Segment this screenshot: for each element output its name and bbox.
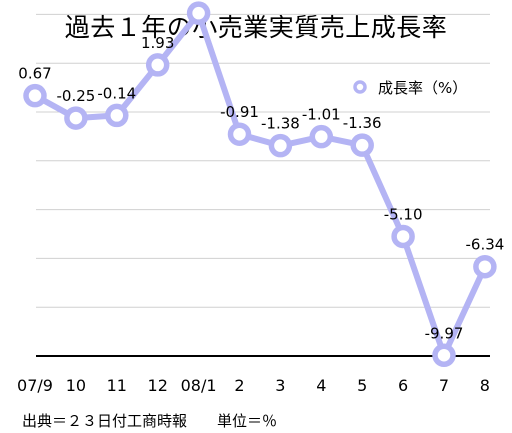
data-point: [186, 1, 211, 25]
series-line: [32, 10, 488, 359]
data-label: -1.01: [302, 106, 341, 124]
x-tick-label: 2: [234, 376, 244, 395]
series-line-group: [23, 1, 497, 368]
x-tick-label: 4: [316, 376, 326, 395]
data-label-group: 0.67-0.25-0.141.934.05-0.91-1.38-1.01-1.…: [18, 0, 504, 342]
data-label: -0.14: [97, 84, 136, 102]
x-tick-label: 11: [107, 376, 127, 395]
x-tick-label: 7: [439, 376, 449, 395]
data-point: [145, 53, 170, 77]
data-point: [268, 133, 293, 158]
data-point: [227, 122, 252, 146]
data-point: [391, 224, 415, 249]
chart-title: 過去１年の小売業実質売上成長率: [64, 13, 448, 42]
data-point: [309, 124, 334, 149]
data-label: -9.97: [425, 324, 464, 342]
x-tick-label: 12: [148, 376, 168, 395]
gridlines: [36, 13, 490, 308]
legend-label: 成長率（%）: [378, 78, 468, 97]
data-label: 1.93: [141, 34, 174, 52]
x-tick-label-group: 07/9 10 11 12 08/1 2 3 4 5 6 7 8: [17, 376, 490, 395]
data-label: -6.34: [465, 236, 504, 254]
x-tick-label: 5: [357, 376, 367, 395]
data-label: -1.38: [261, 115, 300, 133]
x-tick-label: 07/9: [17, 376, 53, 395]
x-tick-label: 8: [480, 376, 490, 395]
x-tick-label: 08/1: [181, 376, 217, 395]
data-point: [105, 103, 129, 128]
data-label: -0.91: [220, 103, 259, 121]
data-point: [432, 343, 456, 368]
data-label: -0.25: [56, 87, 95, 105]
source-note: 出典＝２３日付工商時報 単位＝％: [22, 412, 278, 430]
data-point: [64, 106, 88, 130]
legend: 成長率（%）: [350, 76, 467, 98]
data-label: -5.10: [384, 205, 423, 223]
data-point: [23, 83, 47, 108]
data-point: [473, 254, 497, 279]
data-label: -1.36: [343, 114, 382, 132]
x-tick-label: 6: [398, 376, 408, 395]
data-point: [350, 133, 374, 157]
x-tick-label: 10: [66, 376, 86, 395]
x-tick-label: 3: [275, 376, 285, 395]
legend-marker-icon: [350, 77, 370, 97]
data-label: 0.67: [18, 65, 51, 83]
